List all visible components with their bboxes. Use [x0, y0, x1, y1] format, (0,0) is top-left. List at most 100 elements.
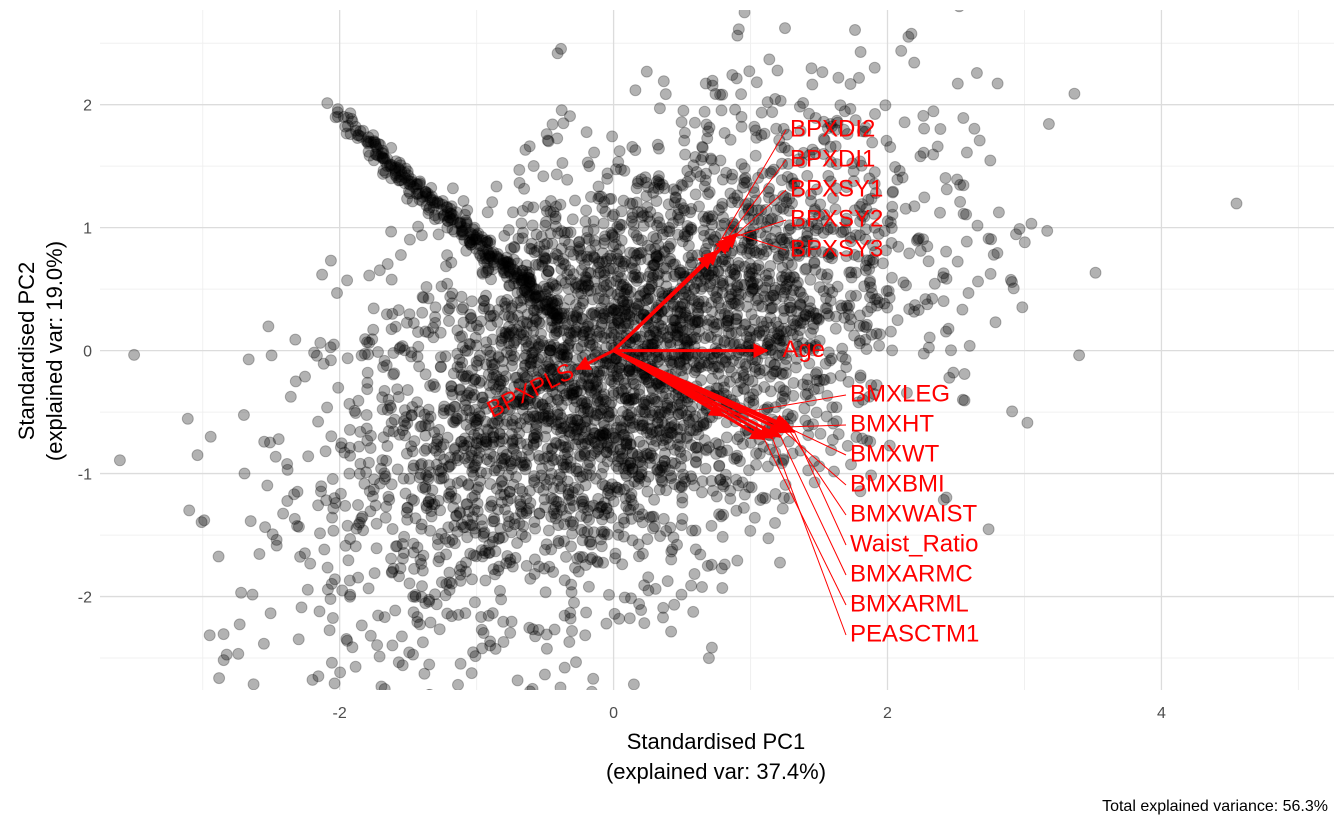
score-point: [403, 233, 416, 246]
score-point: [592, 440, 605, 453]
score-point: [555, 480, 568, 493]
score-point: [555, 242, 568, 255]
score-point: [715, 510, 728, 523]
score-point: [487, 431, 500, 444]
score-point: [528, 516, 541, 528]
score-point: [560, 461, 572, 474]
score-point: [779, 353, 792, 365]
score-point: [526, 319, 539, 332]
score-point: [724, 266, 737, 279]
score-point: [706, 210, 719, 223]
score-point: [786, 409, 799, 422]
score-point: [452, 449, 465, 462]
score-point: [984, 154, 997, 167]
score-point: [612, 521, 625, 534]
score-point: [521, 410, 534, 423]
score-point: [634, 253, 647, 266]
score-point: [627, 377, 640, 390]
score-point: [477, 527, 490, 540]
score-point: [836, 350, 849, 363]
score-point: [568, 330, 581, 343]
score-point: [781, 278, 793, 291]
score-point: [527, 351, 540, 364]
score-point: [281, 495, 294, 507]
score-point: [755, 106, 768, 119]
score-point: [751, 292, 764, 305]
score-point: [705, 558, 718, 571]
score-point: [427, 442, 440, 454]
score-point: [508, 381, 521, 393]
score-point: [385, 417, 398, 429]
score-point: [682, 413, 695, 426]
score-point: [661, 331, 674, 344]
score-point: [401, 384, 414, 396]
score-point: [886, 200, 899, 213]
score-point: [704, 331, 717, 344]
score-point: [696, 486, 708, 499]
score-point: [832, 428, 845, 441]
score-point: [613, 317, 626, 330]
score-point: [710, 318, 723, 331]
score-point: [678, 332, 691, 345]
score-point: [651, 463, 664, 476]
score-point: [617, 452, 629, 465]
score-point: [814, 427, 827, 440]
score-point: [747, 323, 760, 336]
score-point: [653, 483, 666, 496]
score-point: [268, 717, 279, 728]
score-point: [590, 375, 603, 388]
score-point: [615, 384, 628, 396]
score-point: [801, 226, 814, 239]
score-point: [685, 400, 698, 413]
score-point: [74, 576, 85, 587]
score-point: [318, 543, 331, 556]
score-point: [719, 259, 732, 272]
score-point: [304, 557, 317, 570]
score-point: [342, 554, 355, 567]
score-point: [446, 182, 459, 195]
score-point: [758, 381, 771, 393]
score-point: [831, 116, 844, 129]
score-point: [576, 397, 588, 410]
score-point: [926, 292, 939, 305]
score-point: [538, 238, 551, 251]
score-point: [663, 438, 676, 451]
score-point: [522, 340, 535, 353]
score-point: [507, 338, 520, 351]
score-point: [578, 326, 591, 338]
score-point: [810, 312, 823, 324]
score-point: [828, 465, 840, 478]
score-point: [523, 140, 536, 153]
score-point: [808, 383, 820, 396]
score-point: [878, 297, 891, 310]
score-point: [895, 44, 908, 57]
score-point: [575, 279, 588, 292]
score-point: [543, 347, 556, 360]
score-point: [660, 270, 673, 283]
score-point: [729, 103, 742, 116]
score-point: [521, 384, 534, 397]
score-point: [984, 267, 997, 280]
score-point: [503, 330, 516, 343]
score-point: [487, 309, 500, 322]
score-point: [629, 378, 642, 391]
score-point: [353, 516, 366, 529]
score-point: [562, 282, 575, 295]
caption: Total explained variance: 56.3%: [1102, 798, 1328, 815]
score-point: [577, 372, 590, 384]
score-point: [485, 273, 497, 286]
score-point: [657, 512, 670, 525]
score-point: [605, 326, 618, 339]
score-point: [412, 220, 425, 233]
score-point: [591, 556, 604, 569]
score-point: [530, 419, 543, 432]
score-point: [496, 355, 509, 368]
score-point: [441, 431, 454, 444]
score-point: [566, 625, 578, 637]
score-point: [630, 274, 643, 287]
score-point: [567, 310, 580, 323]
score-point: [624, 246, 637, 259]
score-point: [540, 478, 553, 491]
score-point: [466, 491, 479, 504]
score-point: [488, 515, 501, 528]
